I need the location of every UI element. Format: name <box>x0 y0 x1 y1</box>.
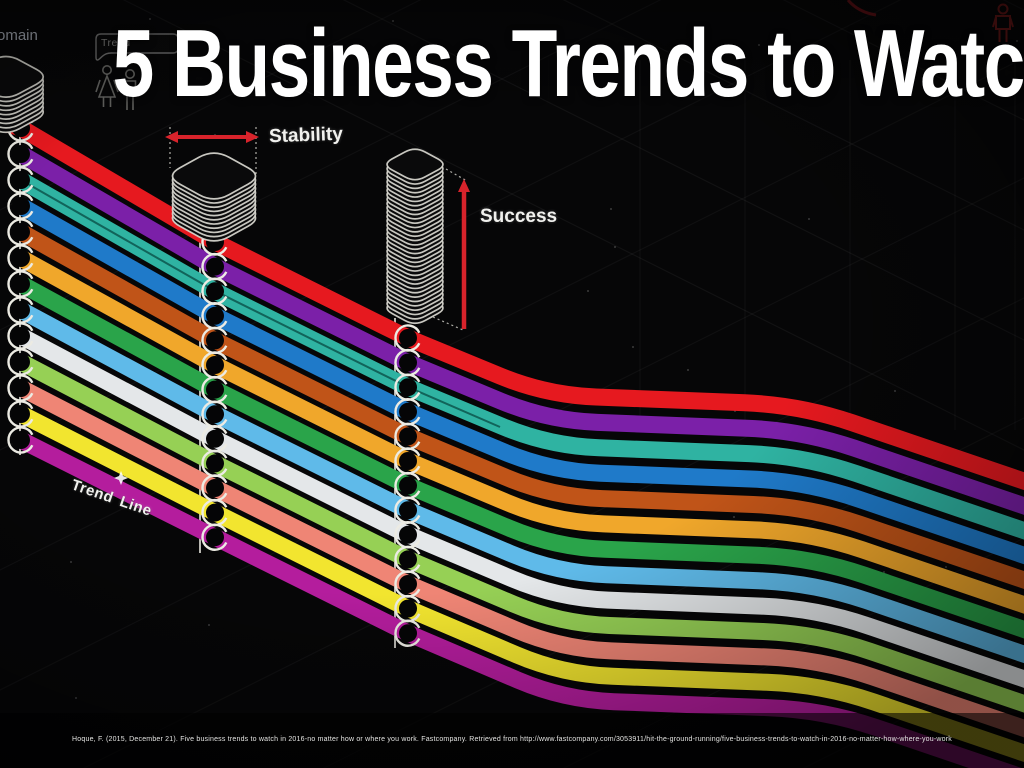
binder-ring <box>201 474 228 502</box>
binder-ring <box>394 471 421 500</box>
binder-ring <box>7 218 34 246</box>
binder-ring <box>201 326 228 355</box>
cursor-sparkle-icon <box>114 471 128 485</box>
plate-stacks <box>0 55 444 325</box>
domain-label-fragment: omain <box>0 27 38 44</box>
binder-ring <box>394 348 421 377</box>
binder-ring <box>394 496 421 524</box>
binder-ring <box>394 324 421 352</box>
binder-ring <box>201 425 228 453</box>
speech-bubble-outline <box>95 33 179 61</box>
binder-ring <box>394 594 421 623</box>
bubble-label-fragment: Trend <box>101 37 131 49</box>
binder-ring <box>201 375 228 404</box>
binder-ring <box>7 322 34 350</box>
binder-ring <box>394 373 421 401</box>
binder-ring <box>394 447 421 475</box>
citation-text: Hoque, F. (2015, December 21). Five busi… <box>72 736 952 743</box>
citation-strip <box>0 713 1024 768</box>
binder-ring <box>394 619 421 647</box>
behind-title-decor <box>95 0 1014 110</box>
stability-label: Stability <box>268 123 344 148</box>
stability-stack <box>171 152 257 242</box>
annotation-arrows <box>165 127 470 331</box>
binder-ring <box>7 192 34 220</box>
binder-ring <box>394 570 421 598</box>
binder-ring <box>7 166 34 194</box>
binder-ring <box>7 270 34 298</box>
person-icon-woman-outline <box>95 65 119 107</box>
person-icon-top-right <box>992 3 1014 42</box>
binder-ring <box>394 521 421 549</box>
binder-ring <box>394 422 421 451</box>
binder-ring <box>201 523 228 551</box>
binder-ring <box>394 398 421 426</box>
binder-ring <box>7 244 34 272</box>
binder-ring <box>201 302 228 330</box>
binder-ring <box>201 351 228 379</box>
binder-ring <box>201 252 228 281</box>
success-arrow <box>458 179 470 329</box>
binder-ring <box>7 296 34 324</box>
binder-rings <box>7 114 421 647</box>
binder-ring <box>7 400 34 428</box>
corner-stack <box>0 55 45 134</box>
stability-arrow <box>165 131 259 143</box>
slide-title: 5 Business Trends to Watch <box>112 10 1024 117</box>
person-icon-man-outline <box>123 69 137 110</box>
binder-ring <box>7 426 34 454</box>
binder-ring <box>201 277 228 305</box>
binder-ring <box>201 400 228 428</box>
binder-ring <box>7 374 34 402</box>
binder-ring <box>201 449 228 478</box>
binder-ring <box>7 348 34 376</box>
binder-ring <box>7 140 34 168</box>
success-label: Success <box>480 206 558 227</box>
binder-ring <box>394 545 421 574</box>
success-stack <box>386 148 444 325</box>
red-curl-decor <box>846 0 877 17</box>
binder-ring <box>201 498 228 527</box>
